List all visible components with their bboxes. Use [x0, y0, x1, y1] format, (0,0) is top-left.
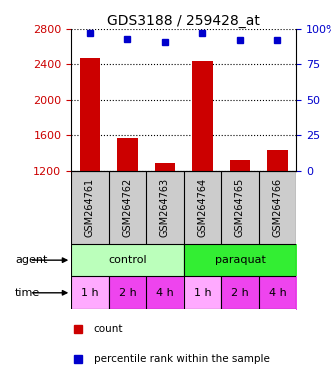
Text: 4 h: 4 h [269, 288, 286, 298]
Title: GDS3188 / 259428_at: GDS3188 / 259428_at [107, 14, 260, 28]
Text: 2 h: 2 h [118, 288, 136, 298]
Text: 4 h: 4 h [156, 288, 174, 298]
Bar [267, 151, 288, 171]
Text: paraquat: paraquat [214, 255, 265, 265]
Text: 2 h: 2 h [231, 288, 249, 298]
Text: 1 h: 1 h [194, 288, 211, 298]
Text: GSM264763: GSM264763 [160, 178, 170, 237]
Text: control: control [108, 255, 147, 265]
Bar [230, 160, 250, 171]
Bar [79, 58, 100, 171]
Bar [117, 138, 138, 171]
Text: time: time [15, 288, 40, 298]
Text: 1 h: 1 h [81, 288, 99, 298]
Text: agent: agent [15, 255, 47, 265]
Text: GSM264766: GSM264766 [272, 178, 282, 237]
Bar [192, 61, 213, 171]
Text: GSM264762: GSM264762 [122, 178, 132, 237]
Text: GSM264764: GSM264764 [198, 178, 208, 237]
Text: GSM264761: GSM264761 [85, 178, 95, 237]
Text: count: count [94, 324, 123, 334]
Text: GSM264765: GSM264765 [235, 178, 245, 237]
Bar [155, 163, 175, 171]
Text: percentile rank within the sample: percentile rank within the sample [94, 354, 269, 364]
